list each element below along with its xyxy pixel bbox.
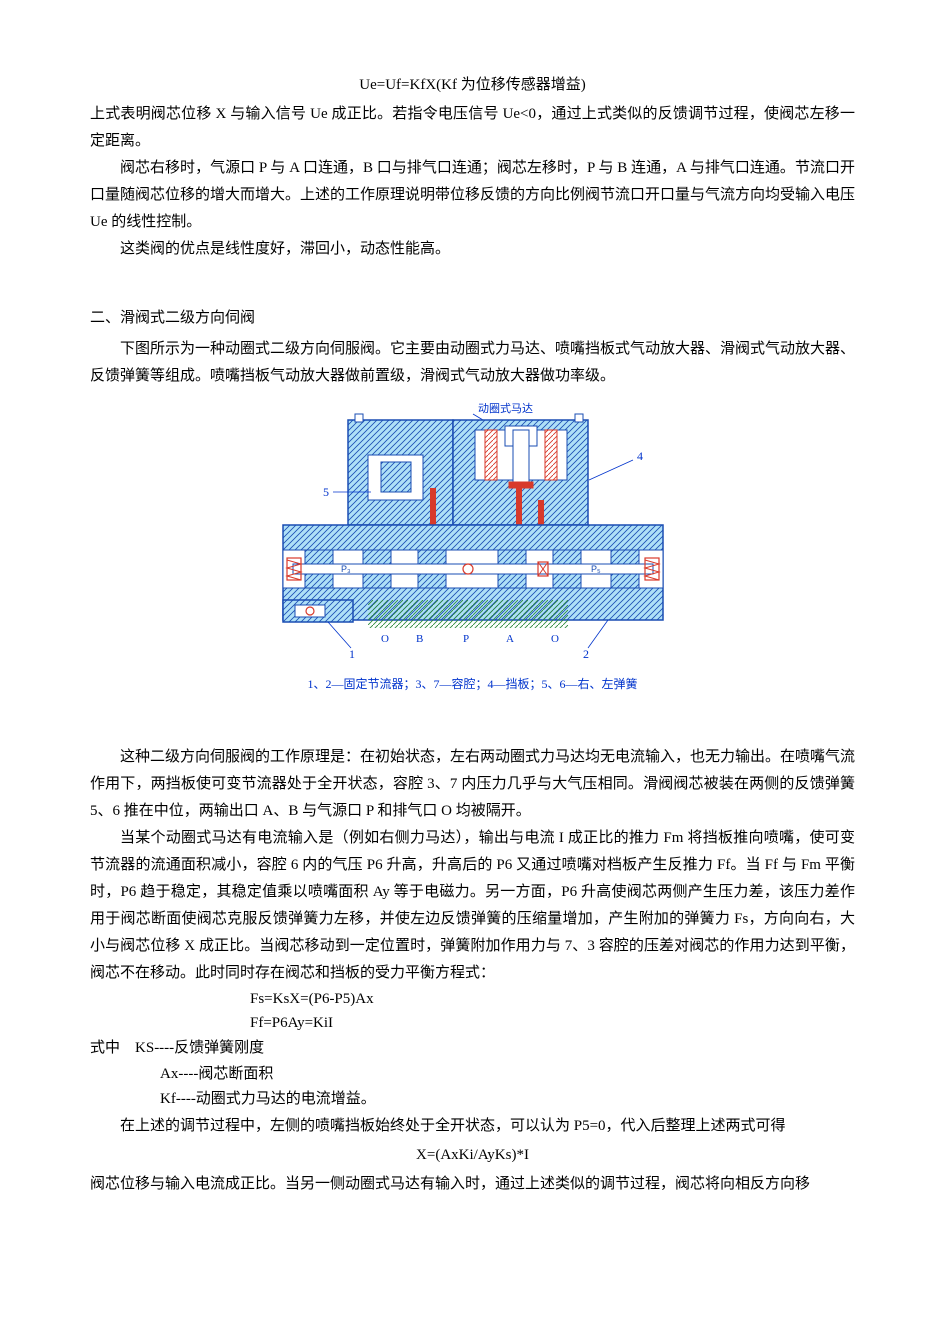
diagram-container: 动圈式马达 5 4 [253,400,693,696]
svg-text:P: P [463,633,469,645]
spacer [90,263,855,281]
svg-text:A: A [506,633,514,645]
svg-text:4: 4 [637,449,643,463]
paragraph-1: 上式表明阀芯位移 X 与输入信号 Ue 成正比。若指令电压信号 Ue<0，通过上… [90,101,855,155]
equation-2: Ff=P6Ay=KiI [90,1011,855,1035]
formula-top: Ue=Uf=KfX(Kf 为位移传感器增益) [90,72,855,99]
paragraph-6: 当某个动圈式马达有电流输入是（例如右侧力马达），输出与电流 I 成正比的推力 F… [90,825,855,987]
svg-text:P₃: P₃ [341,564,351,574]
def-kf: Kf----动圈式力马达的电流增益。 [90,1087,855,1113]
section-2-title: 二、滑阀式二级方向伺阀 [90,305,855,332]
paragraph-2: 阀芯右移时，气源口 P 与 A 口连通，B 口与排气口连通；阀芯左移时，P 与 … [90,155,855,236]
document-page: Ue=Uf=KfX(Kf 为位移传感器增益) 上式表明阀芯位移 X 与输入信号 … [0,0,945,1238]
svg-text:O: O [381,633,389,645]
valve-diagram: 动圈式马达 5 4 [253,400,693,670]
diagram-top-label: 动圈式马达 [478,402,533,415]
equation-1: Fs=KsX=(P6-P5)Ax [90,987,855,1011]
svg-text:B: B [416,633,423,645]
paragraph-3: 这类阀的优点是线性度好，滞回小，动态性能高。 [90,236,855,263]
definitions-intro: 式中 KS----反馈弹簧刚度 [90,1035,855,1062]
paragraph-8: 阀芯位移与输入电流成正比。当另一侧动圈式马达有输入时，通过上述类似的调节过程，阀… [90,1171,855,1198]
svg-text:5: 5 [323,485,329,499]
svg-text:P₅: P₅ [591,564,601,574]
spacer [90,704,855,744]
svg-text:2: 2 [583,647,589,661]
svg-text:O: O [551,633,559,645]
defs-intro-text: 式中 [90,1040,120,1056]
paragraph-7: 在上述的调节过程中，左侧的喷嘴挡板始终处于全开状态，可以认为 P5=0，代入后整… [90,1113,855,1140]
equation-3: X=(AxKi/AyKs)*I [90,1142,855,1169]
diagram-caption: 1、2—固定节流器；3、7—容腔；4—挡板；5、6—右、左弹簧 [253,674,693,696]
paragraph-4: 下图所示为一种动圈式二级方向伺服阀。它主要由动圈式力马达、喷嘴挡板式气动放大器、… [90,336,855,390]
svg-text:1: 1 [349,647,355,661]
def-ax: Ax----阀芯断面积 [90,1062,855,1088]
paragraph-5: 这种二级方向伺服阀的工作原理是：在初始状态，左右两动圈式力马达均无电流输入，也无… [90,744,855,825]
def-ks: KS----反馈弹簧刚度 [135,1040,264,1056]
